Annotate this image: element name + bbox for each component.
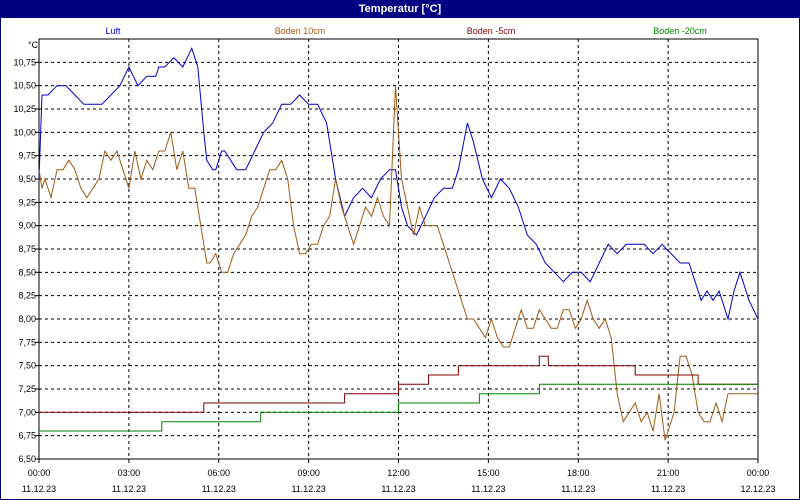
series-layer [38, 46, 759, 441]
x-tick-date-label: 11.12.23 [561, 484, 595, 494]
y-tick-label: 6,50 [18, 454, 36, 464]
x-tick-date-label: 11.12.23 [381, 484, 415, 494]
series-line-boden-5cm [39, 355, 758, 413]
legend: Luft Boden 10cm Boden -5cm Boden -20cm [105, 26, 706, 36]
x-tick-time-label: 15:00 [477, 468, 500, 478]
y-tick-label: 9,25 [18, 197, 36, 207]
y-axis-unit-label: °C [28, 40, 39, 50]
y-tick-label: 10,75 [13, 57, 36, 67]
legend-entry: Boden -5cm [467, 26, 516, 36]
x-tick-date-label: 11.12.23 [22, 484, 56, 494]
x-tick-time-label: 00:00 [747, 468, 770, 478]
y-tick-label: 7,50 [18, 361, 36, 371]
x-tick-date-label: 11.12.23 [291, 484, 325, 494]
y-tick-label: 10,00 [13, 127, 36, 137]
x-tick-date-label: 11.12.23 [202, 484, 236, 494]
axis-ticks: 6,50 6,75 7,00 7,25 7,50 7,75 8,00 8,25 8,50 8,75… [13, 57, 775, 494]
grid [39, 39, 758, 460]
series-line-luft [38, 46, 759, 321]
y-tick-label: 7,00 [18, 407, 36, 417]
y-tick-label: 8,00 [18, 314, 36, 324]
x-tick-time-label: 03:00 [118, 468, 141, 478]
y-tick-label: 10,25 [13, 104, 36, 114]
x-tick-time-label: 09:00 [297, 468, 320, 478]
y-tick-label: 9,75 [18, 151, 36, 161]
legend-entry: Boden 10cm [275, 26, 326, 36]
y-tick-label: 8,50 [18, 267, 36, 277]
series-line-boden-10cm [38, 85, 758, 441]
y-tick-label: 9,00 [18, 221, 36, 231]
x-tick-date-label: 12.12.23 [740, 484, 775, 494]
y-tick-label: 8,25 [18, 291, 36, 301]
x-tick-date-label: 11.12.23 [112, 484, 146, 494]
x-tick-time-label: 18:00 [567, 468, 590, 478]
y-tick-label: 9,50 [18, 174, 36, 184]
y-tick-label: 6,75 [18, 431, 36, 441]
x-tick-time-label: 12:00 [387, 468, 410, 478]
x-tick-date-label: 11.12.23 [651, 484, 685, 494]
y-tick-label: 7,75 [18, 337, 36, 347]
legend-entry: Luft [105, 26, 121, 36]
y-tick-label: 8,75 [18, 244, 36, 254]
x-tick-time-label: 00:00 [28, 468, 51, 478]
x-tick-time-label: 06:00 [207, 468, 230, 478]
y-tick-label: 10,50 [13, 81, 36, 91]
x-tick-time-label: 21:00 [657, 468, 680, 478]
window-title: Temperatur [°C] [1, 1, 799, 18]
legend-entry: Boden -20cm [653, 26, 707, 36]
y-tick-label: 7,25 [18, 384, 36, 394]
series-line-boden-20cm [39, 383, 758, 432]
x-tick-date-label: 11.12.23 [471, 484, 505, 494]
